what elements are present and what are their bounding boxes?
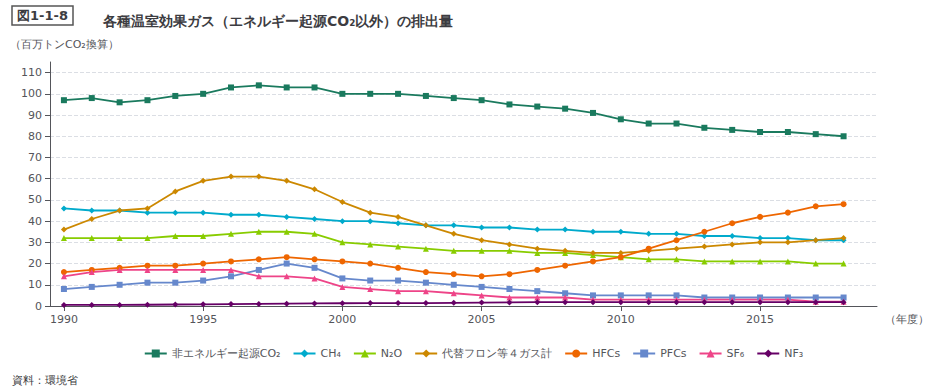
svg-text:資料：環境省: 資料：環境省: [12, 374, 78, 387]
svg-text:NF₃: NF₃: [784, 347, 803, 360]
svg-text:80: 80: [28, 130, 42, 143]
svg-text:1990: 1990: [50, 313, 78, 326]
svg-text:0: 0: [35, 300, 42, 313]
svg-text:N₂O: N₂O: [381, 347, 403, 360]
svg-text:各種温室効果ガス（エネルギー起源CO₂以外）の排出量: 各種温室効果ガス（エネルギー起源CO₂以外）の排出量: [102, 13, 453, 29]
svg-text:非エネルギー起源CO₂: 非エネルギー起源CO₂: [172, 347, 281, 360]
svg-text:CH₄: CH₄: [321, 347, 342, 360]
svg-text:2010: 2010: [607, 313, 635, 326]
svg-text:50: 50: [28, 193, 42, 206]
svg-text:HFCs: HFCs: [592, 347, 620, 360]
svg-text:70: 70: [28, 151, 42, 164]
svg-text:2005: 2005: [468, 313, 496, 326]
svg-text:PFCs: PFCs: [660, 347, 687, 360]
svg-text:20: 20: [28, 257, 42, 270]
svg-text:30: 30: [28, 236, 42, 249]
svg-text:2000: 2000: [328, 313, 356, 326]
svg-text:図1-1-8: 図1-1-8: [17, 8, 68, 23]
svg-text:2015: 2015: [746, 313, 774, 326]
svg-text:10: 10: [28, 278, 42, 291]
svg-text:110: 110: [21, 66, 42, 79]
svg-text:1995: 1995: [189, 313, 217, 326]
svg-text:SF₆: SF₆: [727, 347, 745, 360]
svg-text:（百万トンCO₂換算）: （百万トンCO₂換算）: [10, 38, 119, 51]
svg-text:（年度）: （年度）: [885, 313, 929, 326]
svg-text:60: 60: [28, 172, 42, 185]
svg-text:90: 90: [28, 109, 42, 122]
svg-text:100: 100: [21, 87, 42, 100]
svg-text:40: 40: [28, 215, 42, 228]
svg-text:代替フロン等４ガス計: 代替フロン等４ガス計: [441, 347, 552, 360]
